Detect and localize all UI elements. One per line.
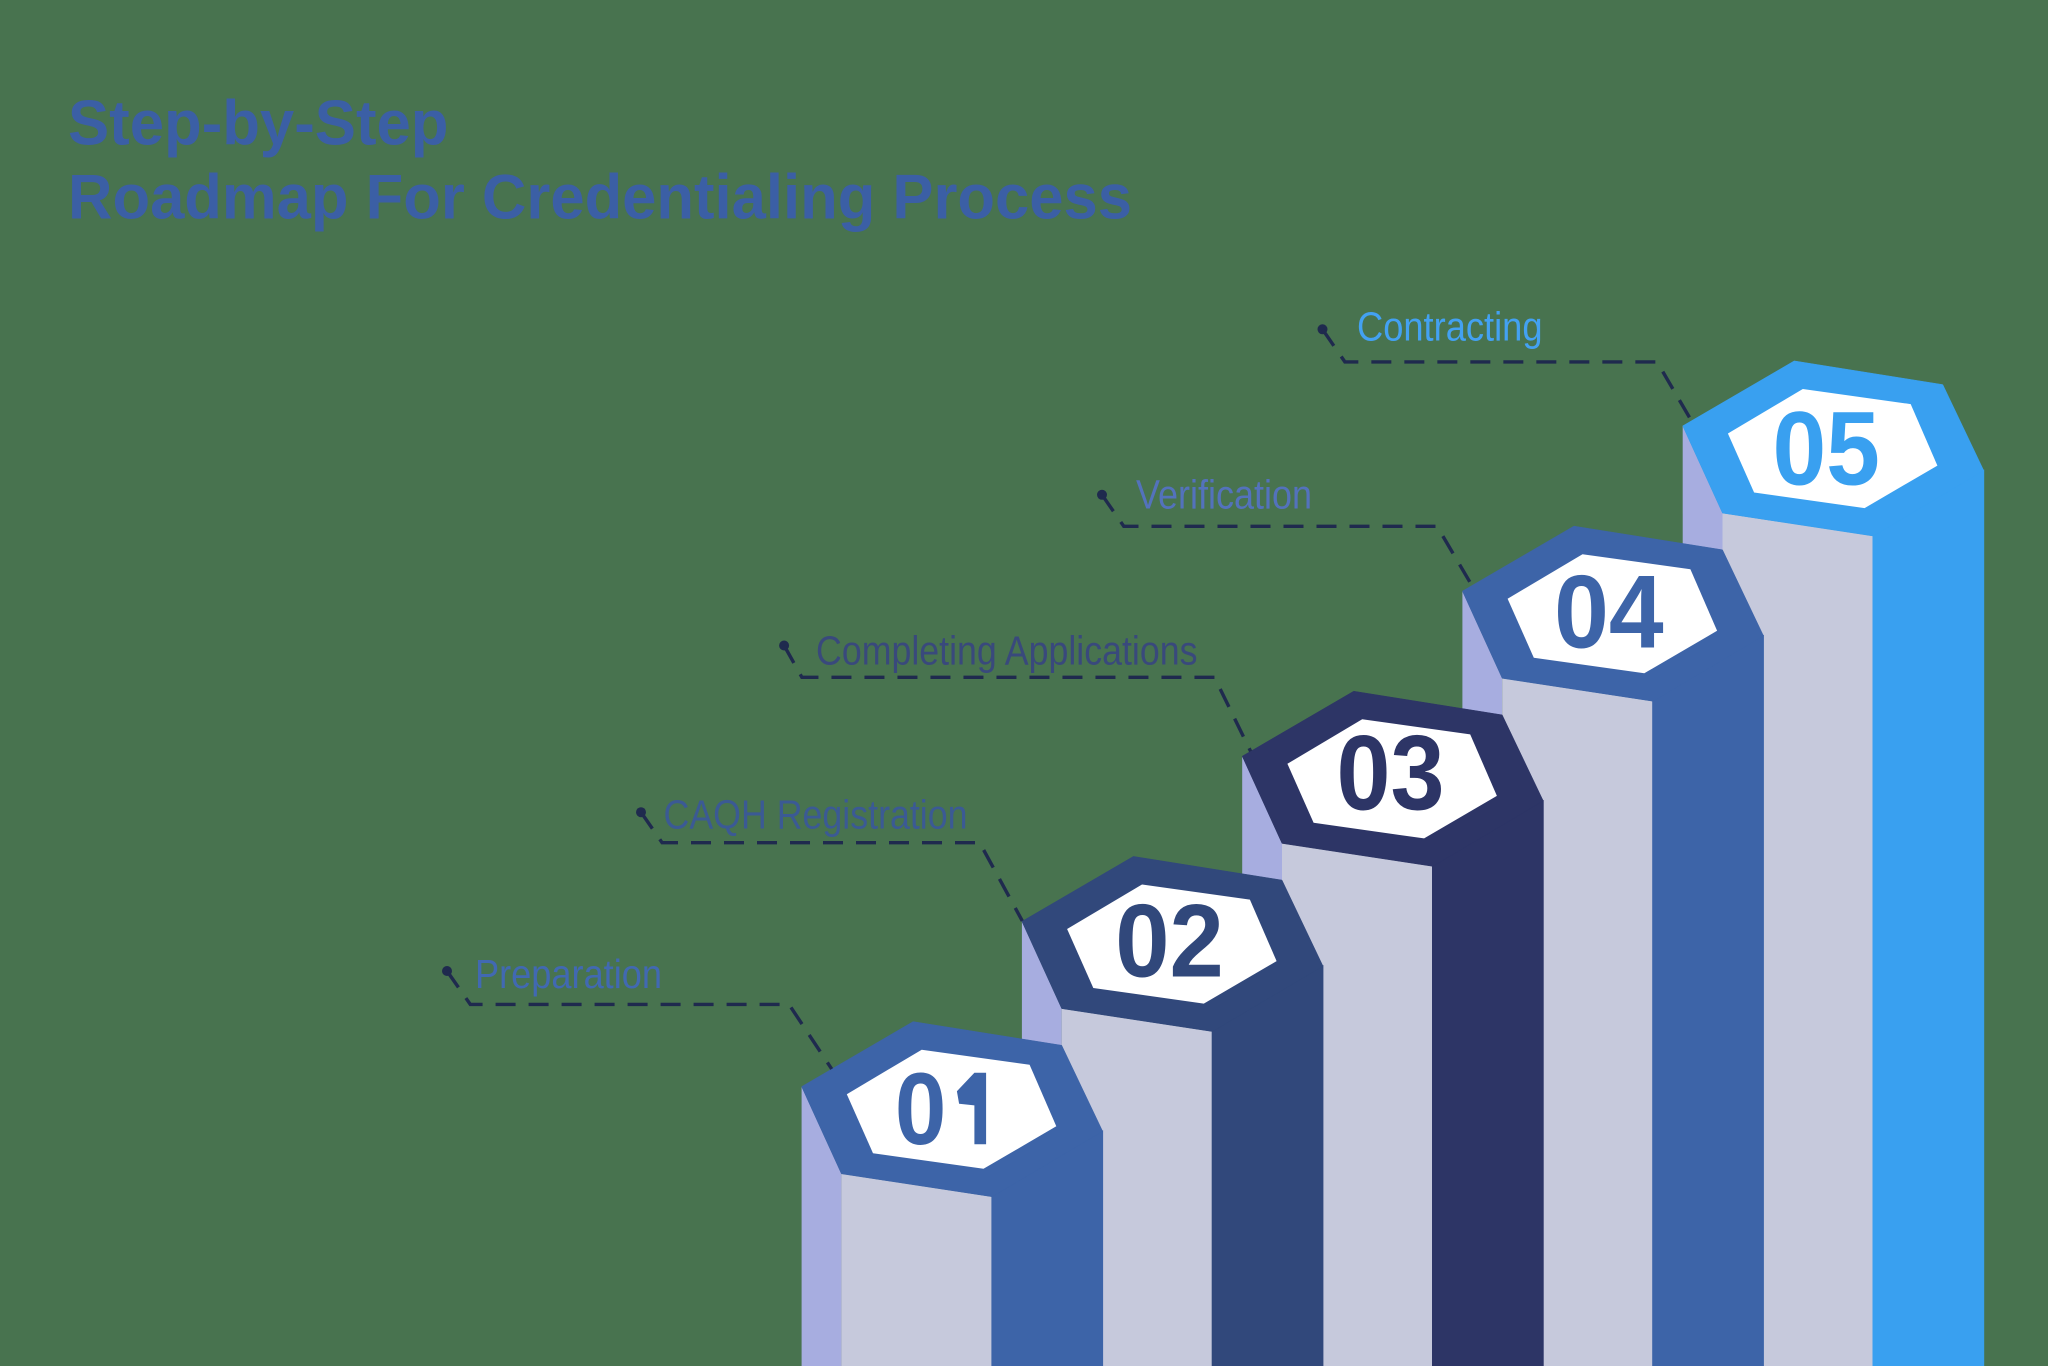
svg-text:03: 03 [1337,712,1445,832]
svg-text:CAQH Registration: CAQH Registration [664,792,968,838]
svg-text:02: 02 [1115,883,1224,999]
svg-text:Verification: Verification [1136,471,1312,517]
svg-text:04: 04 [1554,554,1664,670]
svg-text:Completing Applications: Completing Applications [816,628,1198,674]
svg-text:Contracting: Contracting [1357,304,1543,350]
svg-text:0: 0 [895,1052,947,1166]
svg-text:Preparation: Preparation [475,951,662,997]
svg-text:05: 05 [1772,390,1880,507]
